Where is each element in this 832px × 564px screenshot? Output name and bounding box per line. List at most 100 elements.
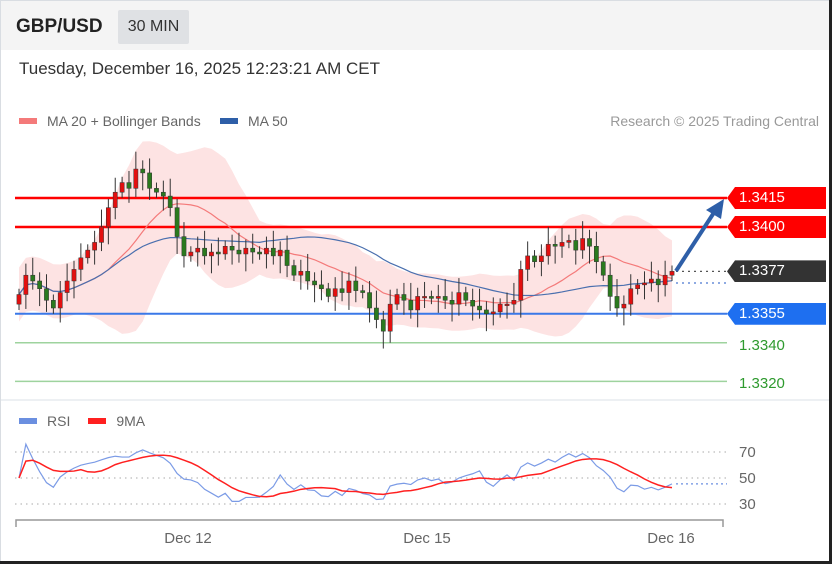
forecast-arrowhead-icon: [706, 199, 724, 219]
rsi-tick-30: 30: [739, 496, 756, 513]
candle-body: [202, 247, 207, 257]
candle-body: [250, 247, 256, 253]
candle-body: [126, 182, 132, 189]
ma20-swatch-icon: [19, 118, 37, 124]
candle-body: [587, 238, 592, 247]
candle-body: [105, 207, 111, 228]
candle-body: [566, 240, 572, 243]
candle-body: [284, 249, 290, 266]
level-r1-value: 1.3400: [739, 217, 785, 235]
candle-body: [511, 300, 517, 305]
candle-body: [504, 303, 510, 306]
x-label-dec16: Dec 16: [647, 530, 695, 547]
candle-body: [147, 172, 152, 189]
candle-body: [30, 274, 36, 282]
candle-body: [442, 296, 448, 301]
candle-body: [325, 288, 331, 297]
candle-body: [635, 284, 640, 289]
candle-body: [133, 168, 139, 189]
candle-body: [600, 261, 606, 276]
candle-body: [229, 246, 235, 251]
header-bar: GBP/USD 30 MIN: [1, 1, 830, 50]
rsi-line: [18, 442, 673, 502]
forecast-arrow-icon: [674, 209, 717, 273]
timeframe-badge[interactable]: 30 MIN: [118, 10, 189, 44]
candle-body: [387, 303, 393, 332]
rsi-legend: RSI 9MA: [19, 413, 145, 429]
candle-body: [607, 274, 613, 297]
candle-body: [490, 311, 496, 315]
candle-body: [44, 288, 49, 301]
rsi-tick-70: 70: [739, 444, 756, 461]
ma50-swatch-icon: [220, 118, 238, 124]
panel-divider: [1, 399, 830, 401]
timestamp: Tuesday, December 16, 2025 12:23:21 AM C…: [19, 59, 380, 78]
candle-body: [539, 255, 544, 262]
level-tag-r2: 1.3415: [727, 187, 826, 209]
candle-body: [545, 244, 551, 257]
candle-body: [662, 274, 668, 286]
level-pivot-value: 1.3355: [739, 304, 785, 322]
candle-body: [291, 265, 297, 276]
level-tag-r1: 1.3400: [727, 215, 826, 238]
candle-body: [655, 278, 661, 286]
candle-body: [222, 246, 228, 255]
rsi-ma-swatch-icon: [88, 418, 107, 424]
candle-body: [64, 280, 70, 293]
candle-body: [580, 238, 586, 251]
price-chart: [15, 141, 727, 383]
candle-body: [167, 195, 173, 208]
candle-body: [99, 226, 104, 243]
rsi-label: RSI: [47, 413, 71, 429]
candle-body: [380, 319, 386, 332]
candle-body: [23, 274, 29, 295]
candle-body: [305, 271, 311, 282]
candle-body: [422, 296, 427, 299]
candle-body: [78, 257, 84, 270]
research-credit: Research © 2025 Trading Central: [610, 113, 819, 129]
candle-body: [360, 290, 366, 293]
candle-body: [642, 282, 647, 286]
ma50-line: [18, 236, 673, 297]
level-s2-value: 1.3320: [739, 375, 785, 392]
symbol-title: GBP/USD: [16, 16, 103, 37]
candle-body: [532, 255, 537, 262]
legend-ma20: MA 20 + Bollinger Bands: [19, 113, 201, 129]
x-axis: [15, 519, 724, 527]
candle-body: [257, 251, 262, 255]
candle-body: [16, 294, 22, 305]
candle-body: [346, 280, 352, 293]
candle-body: [669, 271, 675, 276]
candle-body: [319, 284, 324, 289]
rsi-tick-50: 50: [739, 470, 756, 487]
candle-body: [394, 294, 400, 305]
bollinger-band-area: [19, 141, 672, 337]
candle-body: [456, 292, 462, 305]
candle-body: [614, 296, 620, 309]
rsi-ma-label: 9MA: [116, 413, 146, 429]
level-tag-pivot: 1.3355: [727, 302, 826, 325]
candle-body: [415, 296, 421, 311]
candle-body: [594, 246, 599, 262]
candle-body: [621, 303, 627, 309]
rsi-ma-line: [18, 454, 673, 498]
candle-body: [470, 300, 476, 307]
candle-body: [463, 292, 469, 301]
candle-body: [264, 247, 269, 255]
candle-body: [188, 251, 194, 257]
candle-body: [209, 251, 214, 257]
candle-body: [71, 269, 77, 282]
last-price-value: 1.3377: [739, 262, 785, 280]
candle-body: [37, 280, 42, 289]
candle-body: [339, 288, 345, 293]
level-s1-value: 1.3340: [739, 337, 785, 354]
candle-body: [215, 251, 221, 255]
candle-body: [236, 249, 242, 255]
candle-body: [270, 247, 276, 257]
ma20-label: MA 20 + Bollinger Bands: [47, 113, 201, 129]
candle-body: [559, 242, 565, 247]
candle-body: [119, 182, 125, 193]
candle-body: [298, 271, 304, 276]
candle-body: [140, 168, 146, 174]
